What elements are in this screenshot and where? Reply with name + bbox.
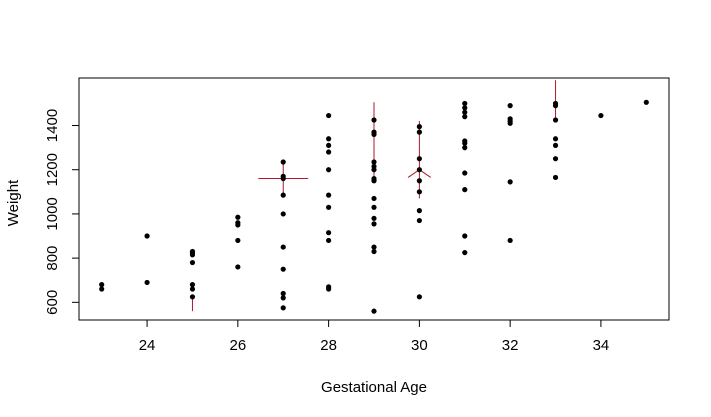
data-point [371, 195, 377, 202]
data-point [598, 112, 604, 119]
data-point [280, 290, 286, 297]
data-point [189, 252, 196, 258]
data-point [416, 208, 422, 214]
data-point [371, 215, 377, 221]
y-tick-label: 600 [44, 290, 61, 315]
data-point [326, 167, 332, 173]
x-tick-label: 24 [139, 337, 156, 354]
data-point [462, 100, 468, 107]
data-point [235, 222, 241, 228]
data-point [552, 103, 559, 109]
data-point [507, 179, 513, 185]
data-point [371, 244, 377, 250]
data-point [326, 112, 332, 119]
data-point [280, 244, 286, 250]
data-point [235, 237, 241, 244]
x-tick-label: 26 [230, 337, 247, 354]
data-point [462, 187, 468, 193]
data-point [280, 175, 286, 182]
data-point [144, 233, 150, 239]
data-point [326, 192, 332, 198]
x-tick-label: 28 [320, 337, 337, 354]
data-point [235, 214, 241, 220]
data-point [235, 264, 241, 270]
data-point [371, 248, 377, 255]
data-point [189, 282, 196, 288]
data-point [280, 266, 286, 272]
x-tick-label: 34 [593, 337, 610, 354]
data-point [416, 124, 422, 130]
x-tick-label: 30 [411, 337, 428, 354]
data-point [326, 286, 332, 292]
data-point [416, 178, 422, 184]
y-tick-label: 1000 [44, 197, 61, 230]
y-axis-title: Weight [5, 179, 22, 226]
data-point [462, 114, 468, 120]
data-point [552, 142, 559, 149]
data-point [371, 308, 377, 314]
data-point [462, 109, 468, 115]
y-tick-label: 1400 [44, 109, 61, 142]
data-point [326, 149, 332, 155]
data-point [552, 136, 559, 142]
data-point [326, 230, 332, 236]
y-tick-label: 1200 [44, 153, 61, 186]
data-point [144, 279, 150, 286]
data-point [326, 142, 332, 149]
data-point [643, 99, 649, 105]
data-point [280, 159, 286, 165]
data-point [507, 237, 513, 244]
data-point [416, 189, 422, 195]
data-point [326, 136, 332, 142]
data-point [462, 249, 468, 256]
data-point [326, 204, 332, 210]
data-point [280, 295, 286, 301]
data-point [416, 167, 422, 173]
data-point [416, 217, 422, 224]
data-point [371, 204, 377, 210]
x-axis: 24 26 28 30 32 34 [139, 319, 610, 354]
data-point [416, 156, 422, 162]
data-point [462, 140, 468, 146]
data-point [189, 259, 196, 266]
data-point [371, 117, 377, 123]
data-point [462, 105, 468, 111]
x-axis-title: Gestational Age [321, 379, 427, 396]
data-point [280, 192, 286, 198]
data-point [552, 117, 559, 123]
data-point [507, 120, 513, 126]
data-point [416, 294, 422, 300]
data-point [552, 174, 559, 181]
data-point [416, 129, 422, 135]
data-point [462, 145, 468, 151]
data-point [99, 282, 105, 288]
x-tick-label: 32 [502, 337, 519, 354]
y-axis: 600 800 1000 1200 1400 [44, 109, 80, 315]
data-point [507, 103, 513, 109]
data-points [99, 99, 649, 314]
data-point [371, 131, 377, 137]
data-point [462, 170, 468, 176]
sunflower-glyphs [191, 80, 557, 312]
data-point [371, 221, 377, 227]
y-tick-label: 800 [44, 246, 61, 271]
data-point [326, 237, 332, 244]
data-point [462, 233, 468, 239]
data-point [189, 294, 196, 300]
data-point [371, 159, 377, 165]
data-point [280, 211, 286, 217]
data-point [99, 286, 105, 292]
data-point [552, 156, 559, 162]
data-point [371, 178, 377, 184]
data-point [189, 286, 196, 292]
data-point [280, 305, 286, 311]
data-point [371, 167, 377, 173]
